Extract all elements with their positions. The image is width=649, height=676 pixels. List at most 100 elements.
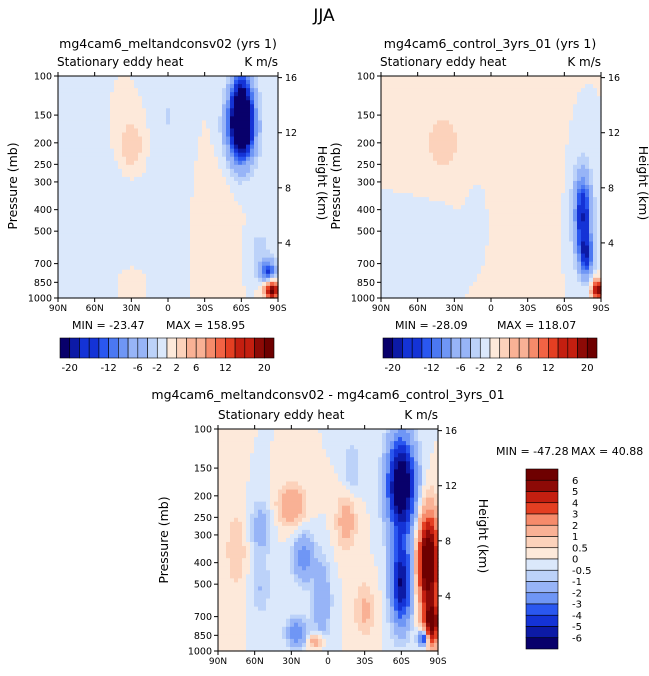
field-cell	[389, 213, 394, 218]
field-cell	[405, 205, 410, 210]
field-cell	[417, 88, 422, 93]
field-cell	[397, 144, 402, 150]
field-cell	[401, 269, 406, 275]
field-cell	[453, 209, 458, 214]
field-cell	[62, 273, 67, 279]
field-cell	[469, 209, 474, 214]
field-cell	[485, 140, 490, 146]
field-cell	[162, 273, 167, 279]
field-cell	[437, 237, 442, 243]
field-cell	[449, 172, 454, 178]
field-cell	[150, 233, 155, 239]
field-cell	[509, 140, 514, 146]
field-cell	[497, 80, 502, 85]
field-cell	[274, 144, 279, 150]
field-cell	[210, 96, 215, 101]
field-cell	[433, 277, 438, 283]
field-cell	[90, 201, 95, 206]
field-cell	[74, 104, 79, 109]
colorbar-box	[79, 337, 90, 359]
field-cell	[78, 213, 83, 218]
field-cell	[274, 289, 279, 295]
field-cell	[254, 88, 259, 93]
field-cell	[457, 237, 462, 243]
field-cell	[190, 221, 195, 226]
field-cell	[429, 92, 434, 97]
field-cell	[58, 132, 63, 138]
field-cell	[513, 104, 518, 109]
field-cell	[433, 128, 438, 134]
field-cell	[266, 100, 271, 105]
field-cell	[405, 112, 410, 117]
field-cell	[238, 176, 243, 182]
field-cell	[106, 160, 111, 166]
field-cell	[126, 128, 131, 134]
field-cell	[393, 205, 398, 210]
field-cell	[250, 265, 255, 271]
field-cell	[126, 124, 131, 130]
field-cell	[473, 96, 478, 101]
field-cell	[266, 76, 271, 81]
field-cell	[505, 209, 510, 214]
field-cell	[238, 128, 243, 134]
field-cell	[138, 205, 143, 210]
field-cell	[106, 209, 111, 214]
field-cell	[453, 180, 458, 186]
field-cell	[445, 201, 450, 206]
field-cell	[425, 189, 430, 194]
field-cell	[433, 237, 438, 243]
field-cell	[389, 277, 394, 283]
field-cell	[166, 136, 171, 142]
field-cell	[250, 197, 255, 202]
field-cell	[513, 245, 518, 251]
field-cell	[190, 96, 195, 101]
field-cell	[102, 128, 107, 134]
field-cell	[425, 136, 430, 142]
field-cell	[266, 221, 271, 226]
field-cell	[202, 229, 207, 235]
field-cell	[389, 229, 394, 235]
field-cell	[162, 84, 167, 89]
field-cell	[174, 128, 179, 134]
colorbar-label: -12	[100, 363, 116, 374]
field-cell	[78, 209, 83, 214]
field-cell	[393, 140, 398, 146]
field-cell	[385, 249, 390, 255]
field-cell	[158, 221, 163, 226]
field-cell	[62, 76, 67, 81]
field-cell	[461, 168, 466, 174]
field-cell	[122, 100, 127, 105]
field-cell	[114, 201, 119, 206]
field-cell	[218, 285, 223, 291]
field-cell	[102, 225, 107, 230]
field-cell	[409, 160, 414, 166]
field-cell	[190, 209, 195, 214]
field-cell	[214, 164, 219, 170]
field-cell	[154, 293, 159, 299]
field-cell	[385, 148, 390, 154]
field-cell	[146, 293, 151, 299]
field-cell	[453, 277, 458, 283]
field-cell	[497, 108, 502, 113]
field-cell	[94, 168, 99, 174]
field-cell	[457, 245, 462, 251]
field-cell	[393, 136, 398, 142]
field-cell	[90, 184, 95, 190]
field-cell	[513, 225, 518, 230]
field-cell	[66, 193, 71, 198]
field-cell	[126, 249, 131, 255]
field-cell	[78, 148, 83, 154]
field-cell	[130, 92, 135, 97]
field-cell	[206, 265, 211, 271]
field-cell	[110, 221, 115, 226]
field-cell	[98, 257, 103, 263]
field-cell	[150, 112, 155, 117]
field-cell	[194, 197, 199, 202]
field-cell	[477, 201, 482, 206]
field-cell	[98, 189, 103, 194]
field-cell	[138, 225, 143, 230]
field-cell	[150, 120, 155, 126]
field-cell	[254, 221, 259, 226]
field-cell	[381, 249, 386, 255]
field-cell	[206, 281, 211, 287]
